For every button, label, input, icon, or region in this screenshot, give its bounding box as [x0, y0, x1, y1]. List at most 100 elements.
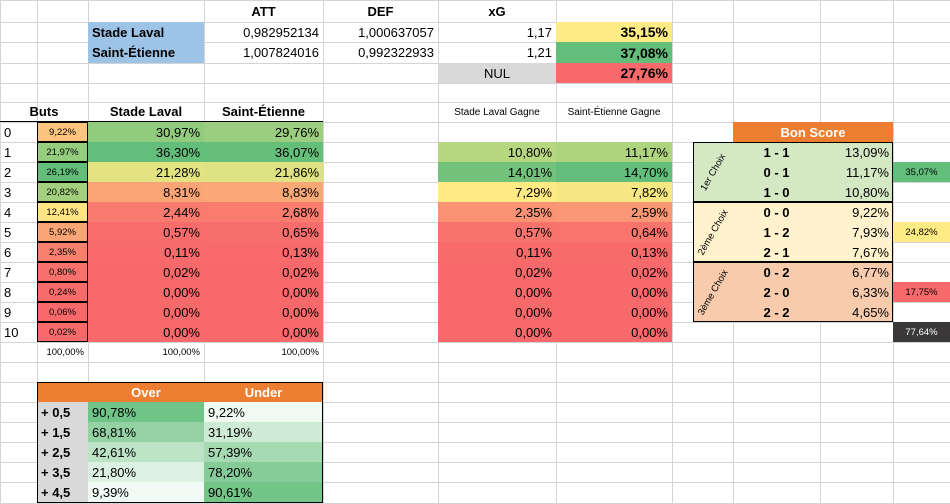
under-probability[interactable]: 57,39% [204, 442, 323, 462]
team-b-win-prob[interactable]: 0,13% [556, 242, 672, 262]
score-probability[interactable]: 7,93% [820, 222, 893, 242]
xg-header[interactable]: xG [488, 3, 506, 19]
team-a-header[interactable]: Stade Laval [88, 102, 204, 122]
under-header[interactable]: Under [204, 382, 323, 402]
team-b-win-header[interactable]: Saint-Étienne Gagne [567, 106, 661, 118]
team-a-win-prob[interactable]: 0,00% [438, 302, 556, 322]
goal-probability[interactable]: 21,97% [37, 142, 88, 162]
draw-probability[interactable]: 27,76% [556, 63, 672, 83]
over-probability[interactable]: 90,78% [88, 402, 204, 422]
goal-probability[interactable]: 0,06% [37, 302, 88, 322]
team-a-win-prob[interactable]: 2,35% [438, 202, 556, 222]
goal-probability[interactable]: 26,19% [37, 162, 88, 182]
team-a-goal-prob[interactable]: 0,00% [88, 302, 204, 322]
threshold-label[interactable]: + 4,5 [37, 482, 88, 503]
att-value[interactable]: 0,982952134 [243, 24, 319, 40]
team-b-goal-prob[interactable]: 21,86% [204, 162, 323, 182]
def-value[interactable]: 0,992322933 [358, 45, 434, 60]
goal-probability[interactable]: 0,24% [37, 282, 88, 302]
threshold-label[interactable]: + 2,5 [37, 442, 88, 462]
threshold-label[interactable]: + 0,5 [37, 402, 88, 422]
xg-value[interactable]: 1,21 [526, 45, 552, 60]
team-b-goal-prob[interactable]: 0,13% [204, 242, 323, 262]
team-b-win-prob[interactable]: 0,00% [556, 322, 672, 342]
score-probability[interactable]: 6,33% [820, 282, 893, 302]
draw-label[interactable]: NUL [438, 63, 556, 83]
under-probability[interactable]: 90,61% [204, 482, 323, 503]
team-b-goal-prob[interactable]: 8,83% [204, 182, 323, 202]
score-label[interactable]: 1 - 1 [733, 142, 820, 162]
choice-sum[interactable]: 17,75% [893, 282, 950, 302]
team-a-goal-prob[interactable]: 0,02% [88, 262, 204, 282]
team-b-goal-prob[interactable]: 0,02% [204, 262, 323, 282]
goal-count[interactable]: 7 [4, 264, 12, 280]
score-label[interactable]: 0 - 0 [733, 202, 820, 222]
threshold-label[interactable]: + 3,5 [37, 462, 88, 482]
team-a-goal-prob[interactable]: 0,00% [88, 282, 204, 302]
goal-count[interactable]: 5 [4, 224, 12, 240]
goal-count[interactable]: 9 [4, 304, 12, 320]
under-probability[interactable]: 78,20% [204, 462, 323, 482]
team-b-goal-prob[interactable]: 36,07% [204, 142, 323, 162]
team-b-goal-prob[interactable]: 0,00% [204, 322, 323, 342]
team-b-header[interactable]: Saint-Étienne [204, 102, 323, 122]
score-probability[interactable]: 10,80% [820, 182, 893, 202]
score-label[interactable]: 2 - 1 [733, 242, 820, 262]
under-probability[interactable]: 31,19% [204, 422, 323, 442]
team-a-win-header[interactable]: Stade Laval Gagne [454, 106, 540, 118]
team-name[interactable]: Saint-Étienne [88, 42, 204, 63]
goal-probability[interactable]: 20,82% [37, 182, 88, 202]
team-b-win-prob[interactable]: 0,00% [556, 302, 672, 322]
goal-probability[interactable]: 12,41% [37, 202, 88, 222]
team-b-win-prob[interactable]: 0,00% [556, 282, 672, 302]
team-b-goal-prob[interactable]: 0,00% [204, 302, 323, 322]
goal-count[interactable]: 6 [4, 244, 12, 260]
team-name[interactable]: Stade Laval [88, 22, 204, 42]
team-a-goal-prob[interactable]: 8,31% [88, 182, 204, 202]
score-label[interactable]: 1 - 2 [733, 222, 820, 242]
choice-sum[interactable]: 24,82% [893, 222, 950, 242]
goal-probability-total[interactable]: 100,00% [46, 346, 84, 358]
team-a-win-prob[interactable]: 0,00% [438, 322, 556, 342]
goal-probability[interactable]: 9,22% [37, 122, 88, 142]
goal-count[interactable]: 0 [4, 124, 12, 140]
team-a-win-prob[interactable]: 0,00% [438, 282, 556, 302]
team-b-win-prob[interactable]: 7,82% [556, 182, 672, 202]
goal-probability[interactable]: 0,02% [37, 322, 88, 342]
team-a-goal-prob[interactable]: 0,57% [88, 222, 204, 242]
win-probability[interactable]: 35,15% [556, 22, 672, 42]
goal-probability[interactable]: 0,80% [37, 262, 88, 282]
threshold-label[interactable]: + 1,5 [37, 422, 88, 442]
over-probability[interactable]: 21,80% [88, 462, 204, 482]
score-label[interactable]: 0 - 2 [733, 262, 820, 282]
score-probability[interactable]: 7,67% [820, 242, 893, 262]
team-a-win-prob[interactable]: 14,01% [438, 162, 556, 182]
score-probability[interactable]: 11,17% [820, 162, 893, 182]
goal-count[interactable]: 10 [4, 324, 19, 340]
bon-score-title[interactable]: Bon Score [733, 122, 893, 142]
team-a-goal-prob[interactable]: 0,00% [88, 322, 204, 342]
over-probability[interactable]: 68,81% [88, 422, 204, 442]
team-a-win-prob[interactable]: 0,11% [438, 242, 556, 262]
over-header[interactable]: Over [88, 382, 204, 402]
team-a-total[interactable]: 100,00% [162, 346, 200, 358]
att-header[interactable]: ATT [251, 3, 276, 19]
xg-value[interactable]: 1,17 [526, 24, 552, 40]
att-value[interactable]: 1,007824016 [243, 45, 319, 60]
goal-count[interactable]: 8 [4, 284, 12, 300]
def-value[interactable]: 1,000637057 [358, 24, 434, 40]
choice-sum[interactable]: 35,07% [893, 162, 950, 182]
team-a-win-prob[interactable]: 10,80% [438, 142, 556, 162]
goal-probability[interactable]: 5,92% [37, 222, 88, 242]
team-b-win-prob[interactable]: 11,17% [556, 142, 672, 162]
under-probability[interactable]: 9,22% [204, 402, 323, 422]
team-b-win-prob[interactable]: 2,59% [556, 202, 672, 222]
team-b-win-prob[interactable]: 14,70% [556, 162, 672, 182]
team-a-win-prob[interactable]: 7,29% [438, 182, 556, 202]
score-probability[interactable]: 9,22% [820, 202, 893, 222]
team-b-goal-prob[interactable]: 2,68% [204, 202, 323, 222]
team-a-goal-prob[interactable]: 2,44% [88, 202, 204, 222]
team-b-goal-prob[interactable]: 0,65% [204, 222, 323, 242]
win-probability[interactable]: 37,08% [556, 42, 672, 63]
team-b-win-prob[interactable]: 0,02% [556, 262, 672, 282]
